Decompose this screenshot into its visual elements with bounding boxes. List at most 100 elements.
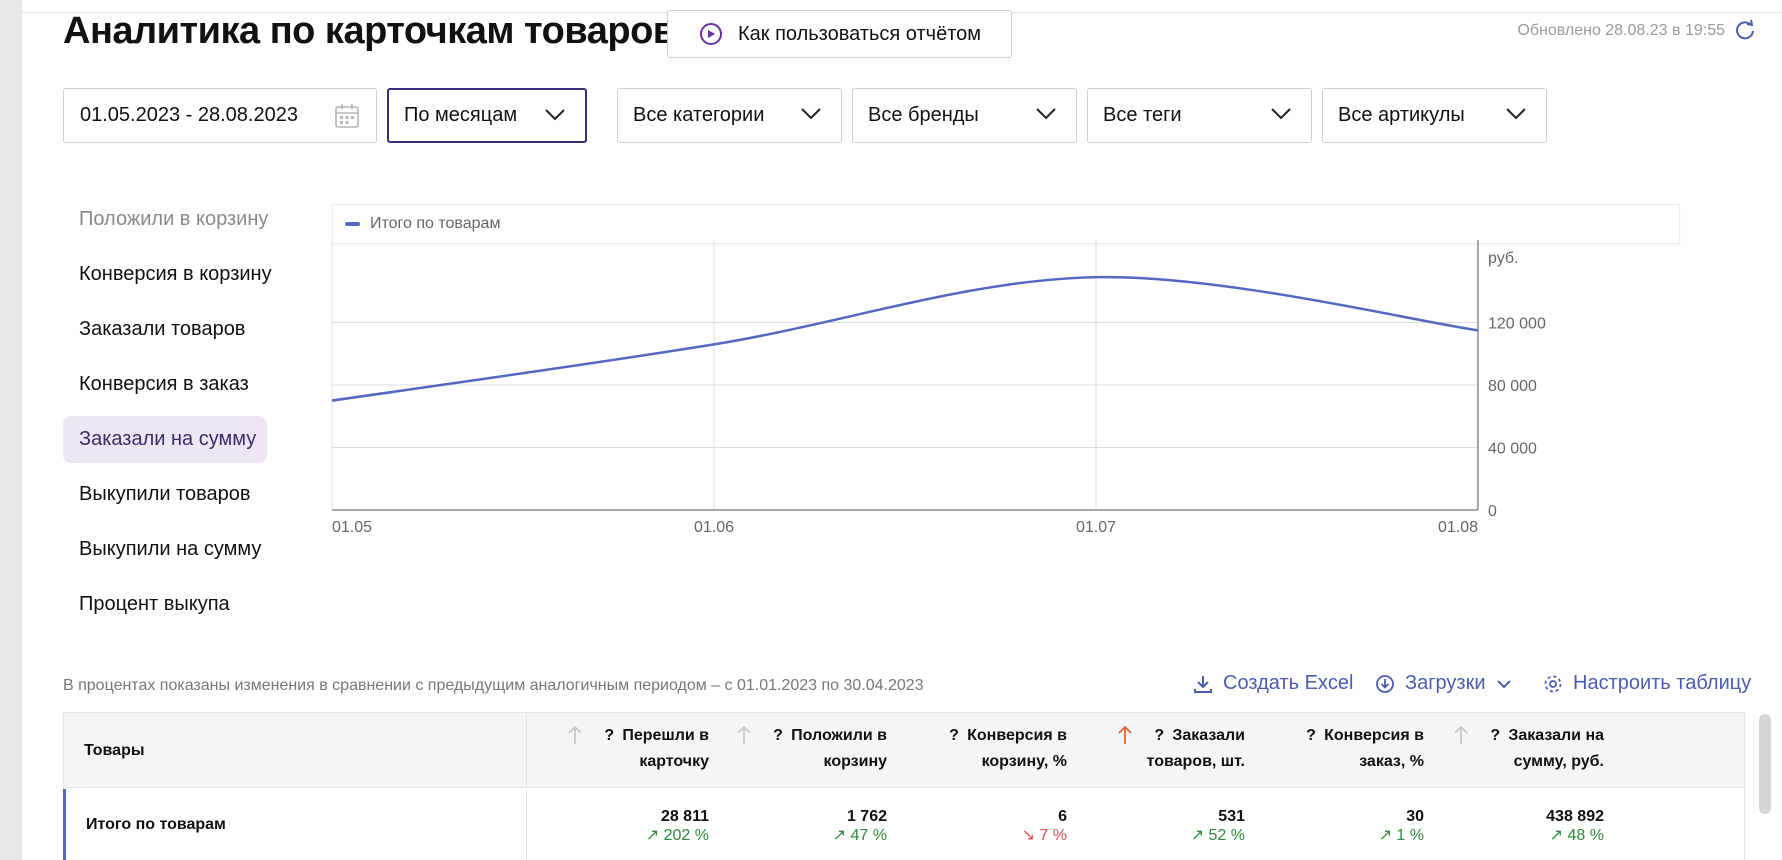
- howto-label: Как пользоваться отчётом: [738, 22, 981, 45]
- downloads-label: Загрузки: [1405, 672, 1486, 694]
- help-icon[interactable]: ?: [1490, 727, 1501, 744]
- x-tick-label: 01.06: [694, 519, 734, 536]
- column-header-line1: Перешли в: [622, 727, 709, 744]
- x-tick-label: 01.08: [1438, 519, 1478, 536]
- table-cell: 28 811 ↗ 202 %: [509, 808, 709, 846]
- column-header-line1: Конверсия в: [1324, 727, 1424, 744]
- brand-value: Все бренды: [868, 104, 979, 126]
- metric-item[interactable]: Процент выкупа: [79, 593, 230, 615]
- table-scrollbar[interactable]: [1759, 714, 1771, 814]
- cell-delta: ↗ 48 %: [1549, 827, 1604, 844]
- column-header-line2: корзину, %: [981, 753, 1067, 770]
- table-row-total[interactable]: Итого по товарам 28 811 ↗ 202 % 1 762 ↗ 47 …: [63, 789, 1744, 860]
- chart-legend: Итого по товарам: [332, 204, 1680, 244]
- tags-value: Все теги: [1103, 104, 1182, 126]
- category-value: Все категории: [633, 104, 765, 126]
- articles-select[interactable]: Все артикулы: [1322, 88, 1547, 143]
- metric-item-selected[interactable]: Заказали на сумму: [63, 416, 267, 463]
- y-tick-label: 40 000: [1488, 441, 1537, 458]
- period-value: По месяцам: [404, 104, 518, 126]
- y-axis-unit: руб.: [1488, 250, 1519, 267]
- total-row-label: Итого по товарам: [64, 789, 527, 860]
- refresh-icon[interactable]: [1734, 19, 1756, 41]
- sort-arrow-icon[interactable]: [568, 725, 582, 745]
- header-products: Товары: [64, 713, 527, 788]
- chevron-down-icon: [1496, 679, 1511, 688]
- metric-item[interactable]: Выкупили товаров: [79, 483, 251, 505]
- cell-delta: ↗ 47 %: [832, 827, 887, 844]
- x-tick-label: 01.07: [1076, 519, 1116, 536]
- downloads-button[interactable]: Загрузки: [1375, 672, 1512, 695]
- column-header-line2: карточку: [639, 753, 709, 770]
- updated-timestamp: Обновлено 28.08.23 в 19:55: [1517, 22, 1725, 39]
- cell-delta: ↗ 52 %: [1190, 827, 1245, 844]
- left-rail: [0, 0, 22, 860]
- chevron-down-icon: [545, 109, 565, 121]
- metric-item[interactable]: Выкупили на сумму: [79, 538, 262, 560]
- table-cell: 30 ↗ 1 %: [1224, 808, 1424, 846]
- column-header[interactable]: Конверсия в корзину, %?: [867, 723, 1067, 775]
- column-header-line1: Положили в: [791, 727, 887, 744]
- help-icon[interactable]: ?: [604, 727, 615, 744]
- category-select[interactable]: Все категории: [617, 88, 842, 143]
- table-cell: 531 ↗ 52 %: [1045, 808, 1245, 846]
- data-table: Товары Перешли в карточку? Положили в корзи…: [63, 712, 1745, 860]
- column-header[interactable]: Заказали товаров, шт.?: [1045, 723, 1245, 775]
- legend-label: Итого по товарам: [370, 215, 501, 232]
- tags-select[interactable]: Все теги: [1087, 88, 1312, 143]
- cell-value: 438 892: [1546, 808, 1604, 825]
- metric-item[interactable]: Заказали товаров: [79, 318, 246, 340]
- metric-item[interactable]: Конверсия в заказ: [79, 373, 249, 395]
- x-tick-label: 01.05: [332, 519, 372, 536]
- help-icon[interactable]: ?: [1306, 727, 1316, 744]
- column-header[interactable]: Заказали на сумму, руб.?: [1404, 723, 1604, 775]
- column-header[interactable]: Конверсия в заказ, %?: [1224, 723, 1424, 775]
- table-cell: 438 892 ↗ 48 %: [1404, 808, 1604, 846]
- column-header[interactable]: Положили в корзину?: [687, 723, 887, 775]
- page-title: Аналитика по карточкам товаров: [63, 10, 676, 52]
- configure-table-button[interactable]: Настроить таблицу: [1543, 672, 1751, 695]
- date-range-value: 01.05.2023 - 28.08.2023: [80, 104, 298, 126]
- cell-value: 1 762: [846, 808, 887, 825]
- cell-delta: ↘ 7 %: [1021, 827, 1067, 844]
- legend-swatch: [345, 222, 360, 226]
- metric-item[interactable]: Положили в корзину: [79, 208, 269, 230]
- gear-icon: [1544, 675, 1562, 692]
- table-header: Товары: [64, 713, 1744, 788]
- cell-delta: ↗ 1 %: [1378, 827, 1424, 844]
- download-icon: [1194, 675, 1212, 693]
- chevron-down-icon: [1271, 108, 1291, 120]
- table-cell: 1 762 ↗ 47 %: [687, 808, 887, 846]
- help-icon[interactable]: ?: [773, 727, 783, 744]
- articles-value: Все артикулы: [1338, 104, 1465, 126]
- metric-item[interactable]: Конверсия в корзину: [79, 263, 272, 285]
- brand-select[interactable]: Все бренды: [852, 88, 1077, 143]
- play-icon: [700, 23, 722, 45]
- comparison-note: В процентах показаны изменения в сравнен…: [63, 677, 924, 694]
- chevron-down-icon: [801, 108, 821, 120]
- column-header-line1: Конверсия в: [967, 727, 1067, 744]
- cell-value: 531: [1218, 808, 1245, 825]
- create-excel-button[interactable]: Создать Excel: [1193, 672, 1353, 695]
- row-accent: [63, 789, 66, 860]
- y-tick-label: 80 000: [1488, 378, 1537, 395]
- series-line: [331, 275, 1479, 402]
- column-header[interactable]: Перешли в карточку?: [509, 723, 709, 775]
- downloads-icon: [1376, 674, 1394, 693]
- column-header-line2: заказ, %: [1359, 753, 1424, 770]
- metric-list: Положили в корзину Конверсия в корзину З…: [63, 196, 273, 636]
- calendar-icon: [335, 104, 359, 128]
- column-header-line2: корзину: [823, 753, 887, 770]
- column-header-line1: Заказали на: [1508, 727, 1604, 744]
- sort-arrow-icon[interactable]: [1454, 725, 1468, 745]
- period-select[interactable]: По месяцам: [387, 88, 587, 143]
- help-icon[interactable]: ?: [949, 727, 959, 744]
- sort-arrow-icon[interactable]: [1118, 725, 1132, 745]
- date-range-input[interactable]: 01.05.2023 - 28.08.2023: [63, 88, 377, 143]
- create-excel-label: Создать Excel: [1223, 672, 1354, 694]
- cell-value: 28 811: [660, 808, 709, 825]
- sort-arrow-icon[interactable]: [737, 725, 751, 745]
- howto-button[interactable]: Как пользоваться отчётом: [667, 10, 1012, 58]
- help-icon[interactable]: ?: [1154, 727, 1165, 744]
- cell-value: 6: [1058, 808, 1067, 825]
